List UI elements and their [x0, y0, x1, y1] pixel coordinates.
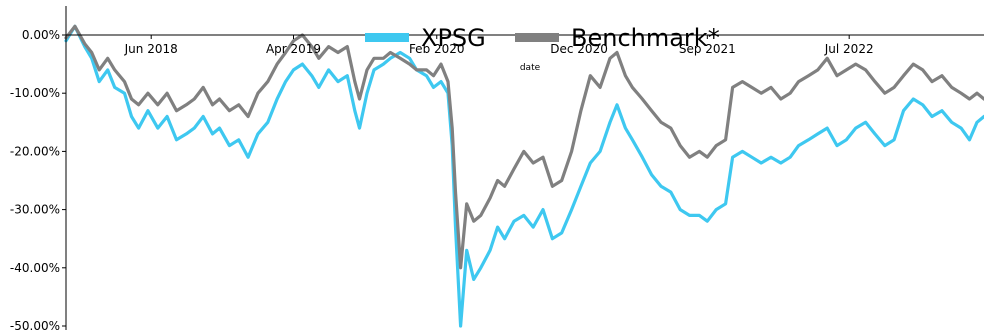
x-tick-label: Dec 2020	[550, 42, 608, 56]
x-tick-label: Apr 2019	[266, 42, 321, 56]
y-tick-label: -50.00%	[10, 319, 60, 333]
series-layer	[64, 24, 984, 328]
series-line-1	[64, 24, 984, 270]
y-tick-label: 0.00%	[22, 28, 60, 42]
x-tick-label: Feb 2020	[409, 42, 465, 56]
x-tick-label: Jun 2018	[124, 42, 178, 56]
legend-label-0: XPSG	[421, 24, 486, 52]
legend: XPSG Benchmark*	[365, 24, 720, 52]
y-axis-ticks: 0.00% -10.00% -20.00% -30.00% -40.00% -50.00%	[10, 28, 66, 333]
x-tick-label: Sep 2021	[679, 42, 736, 56]
y-tick-label: -30.00%	[10, 203, 60, 217]
y-tick-label: -10.00%	[10, 86, 60, 100]
x-tick-label: Jul 2022	[824, 42, 874, 56]
y-tick-label: -40.00%	[10, 261, 60, 275]
series-line-0	[64, 24, 984, 328]
legend-swatch-1	[515, 33, 559, 42]
x-axis-title: date	[520, 63, 541, 73]
legend-label-1: Benchmark*	[571, 24, 720, 52]
x-axis-ticks: Jun 2018 Apr 2019 Feb 2020 Dec 2020 Sep 2021…	[124, 35, 874, 56]
y-tick-label: -20.00%	[10, 144, 60, 158]
legend-swatch-0	[365, 33, 409, 42]
